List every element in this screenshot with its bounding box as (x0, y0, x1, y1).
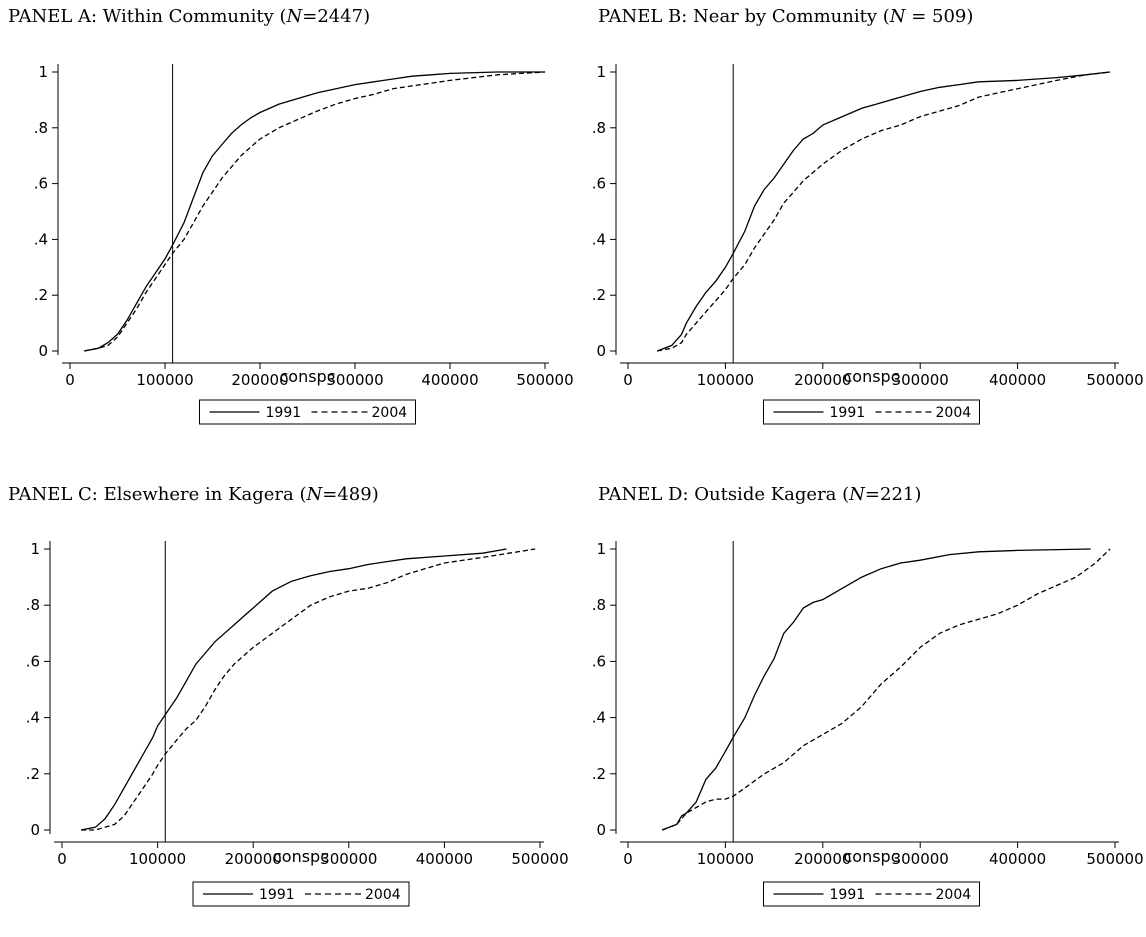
y-tick-label: 1 (596, 540, 606, 558)
legend-box (763, 881, 980, 907)
x-tick-label: 100000 (697, 850, 754, 868)
y-tick-label: .6 (34, 175, 48, 193)
x-tick-label: 200000 (794, 371, 851, 389)
x-tick-label: 100000 (129, 850, 186, 868)
x-tick-label: 200000 (794, 850, 851, 868)
y-tick-label: .2 (592, 765, 606, 783)
series-lines (661, 548, 1111, 831)
x-tick-label: 200000 (225, 850, 282, 868)
axes: 0 .2 .4 .6 .8 1 0 100000 200000 300000 400000 50000… (26, 540, 569, 868)
y-tick-label: 1 (38, 63, 48, 81)
panel-title: PANEL A: Within Community (N=2447) (8, 6, 370, 27)
legend-label-1991: 1991 (259, 887, 295, 903)
panel-b: PANEL B: Near by Community (N = 509) 0 .2… (592, 6, 1144, 425)
x-axis-label: conspc (843, 367, 899, 386)
series-2004 (661, 548, 1111, 831)
axes: 0 .2 .4 .6 .8 1 0 100000 200000 300000 400000 50000… (592, 540, 1144, 868)
x-tick-label: 500000 (511, 850, 568, 868)
series-2004 (657, 71, 1111, 352)
x-tick-label: 300000 (892, 850, 949, 868)
x-tick-label: 500000 (1086, 371, 1143, 389)
series-lines (656, 71, 1111, 352)
y-tick-label: 0 (596, 342, 606, 360)
y-tick-label: 1 (596, 63, 606, 81)
legend: 1991 2004 (192, 881, 410, 907)
x-tick-label: 400000 (989, 850, 1046, 868)
panel-a: PANEL A: Within Community (N=2447) 0 .2 .4… (8, 6, 574, 425)
series-2004 (84, 71, 546, 352)
x-tick-label: 300000 (892, 371, 949, 389)
series-lines (80, 548, 536, 831)
series-1991 (80, 548, 507, 831)
panel-c: PANEL C: Elsewhere in Kagera (N=489) 0 .2… (8, 484, 569, 907)
y-tick-label: 0 (38, 342, 48, 360)
y-tick-label: 0 (30, 821, 40, 839)
x-tick-label: 0 (65, 371, 75, 389)
x-axis-label: conspc (273, 847, 329, 866)
y-tick-label: .8 (26, 596, 40, 614)
legend-label-2004: 2004 (365, 887, 401, 903)
y-tick-label: .2 (34, 286, 48, 304)
series-1991 (661, 548, 1091, 831)
x-tick-label: 100000 (136, 371, 193, 389)
legend: 1991 2004 (763, 881, 980, 907)
axes: 0 .2 .4 .6 .8 1 0 100000 200000 300000 400000 50000… (34, 63, 574, 389)
legend-label-2004: 2004 (936, 887, 972, 903)
y-tick-label: .4 (26, 709, 40, 727)
legend-box (192, 881, 410, 907)
legend-label-1991: 1991 (830, 887, 866, 903)
legend-label-1991: 1991 (266, 405, 302, 421)
series-lines (84, 71, 546, 352)
y-tick-label: 0 (596, 821, 606, 839)
x-tick-label: 500000 (1086, 850, 1143, 868)
panel-d: PANEL D: Outside Kagera (N=221) 0 .2 .4 .6.… (592, 484, 1144, 907)
x-tick-label: 500000 (516, 371, 573, 389)
panel-title: PANEL C: Elsewhere in Kagera (N=489) (8, 484, 379, 505)
legend-label-2004: 2004 (372, 405, 408, 421)
x-axis-label: conspc (843, 847, 899, 866)
y-tick-label: .8 (592, 119, 606, 137)
y-tick-label: .2 (26, 765, 40, 783)
legend-box (763, 399, 980, 425)
x-tick-label: 300000 (320, 850, 377, 868)
y-tick-label: .4 (592, 230, 606, 248)
x-tick-label: 0 (57, 850, 67, 868)
y-tick-label: 1 (30, 540, 40, 558)
series-1991 (84, 71, 545, 352)
series-1991 (656, 71, 1111, 352)
x-tick-label: 100000 (697, 371, 754, 389)
y-tick-label: .6 (592, 175, 606, 193)
y-tick-label: .8 (592, 596, 606, 614)
legend: 1991 2004 (199, 399, 416, 425)
y-tick-label: .6 (26, 652, 40, 670)
legend-label-1991: 1991 (830, 405, 866, 421)
axes: 0 .2 .4 .6 .8 1 0 100000 200000 300000 400000 50000… (592, 63, 1144, 389)
legend-label-2004: 2004 (936, 405, 972, 421)
panel-title: PANEL B: Near by Community (N = 509) (598, 6, 973, 27)
y-tick-label: .8 (34, 119, 48, 137)
y-tick-label: .4 (34, 230, 48, 248)
y-tick-label: .2 (592, 286, 606, 304)
x-tick-label: 200000 (231, 371, 288, 389)
x-tick-label: 400000 (421, 371, 478, 389)
x-tick-label: 400000 (416, 850, 473, 868)
y-tick-label: .4 (592, 709, 606, 727)
series-2004 (81, 548, 536, 831)
legend-box (199, 399, 416, 425)
panel-title: PANEL D: Outside Kagera (N=221) (598, 484, 921, 505)
x-tick-label: 400000 (989, 371, 1046, 389)
x-tick-label: 0 (623, 850, 633, 868)
x-axis-label: conspc (279, 367, 335, 386)
x-tick-label: 0 (623, 371, 633, 389)
legend: 1991 2004 (763, 399, 980, 425)
x-tick-label: 300000 (326, 371, 383, 389)
y-tick-label: .6 (592, 652, 606, 670)
